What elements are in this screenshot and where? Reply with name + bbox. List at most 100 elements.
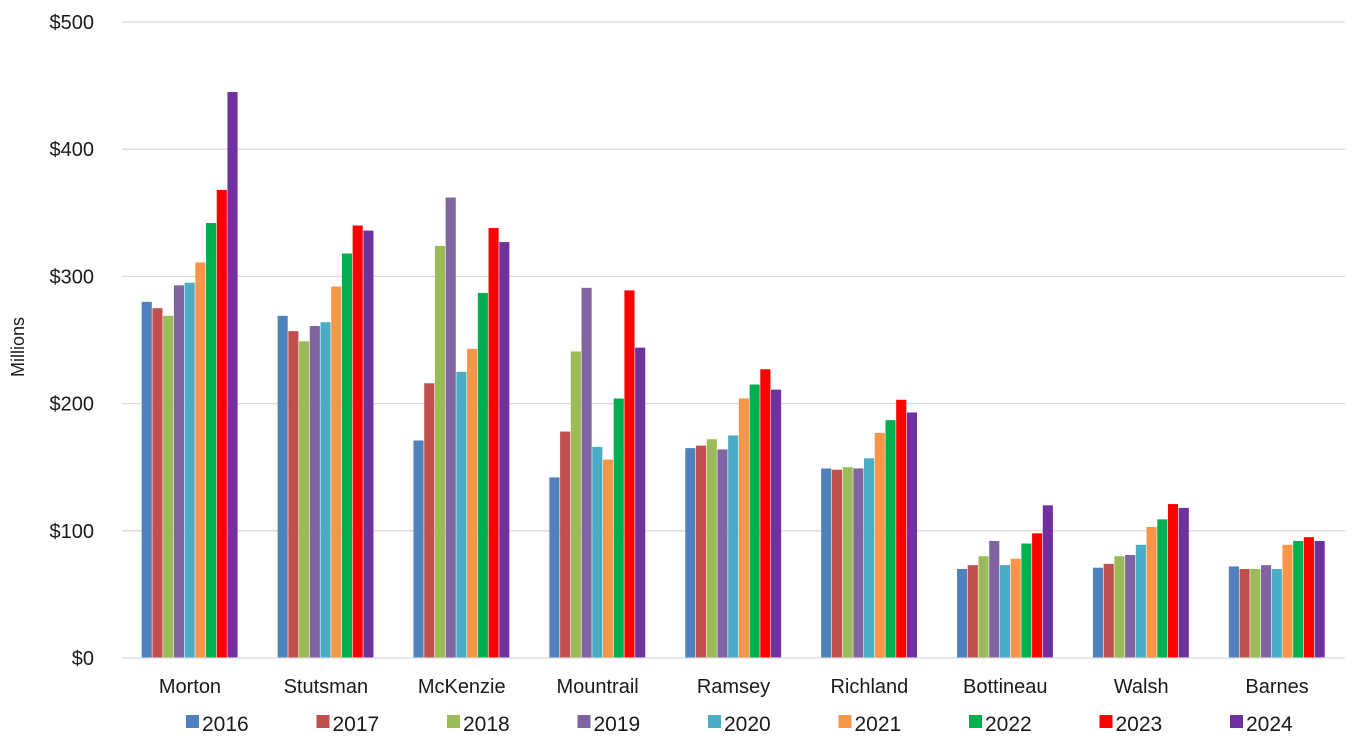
bars [141,91,1325,659]
category-label: Barnes [1245,676,1308,698]
bar [581,287,592,658]
bar [749,384,760,658]
y-axis-ticks: $0 $100 $200 $300 $400 $500 [50,12,95,670]
bar [906,412,918,658]
bar [1114,556,1125,658]
bar [184,282,195,658]
bar [1314,540,1325,658]
bar [885,420,896,658]
bar [957,568,968,658]
legend: 2016 2017 2018 2019 2020 2021 2022 2023 2024 [186,713,1293,736]
bar [1157,519,1168,658]
legend-swatch [708,715,721,728]
category-label: Stutsman [284,676,368,698]
bar [896,399,907,658]
bar [771,389,782,658]
legend-swatch [838,715,852,728]
bar [1303,537,1314,658]
bar [1125,554,1136,658]
bar [309,326,320,658]
bar [288,331,299,658]
legend-label: 2020 [724,713,771,736]
bar [413,440,424,658]
bar [1010,558,1021,658]
legend-swatch [186,715,199,728]
legend-label: 2016 [202,713,249,736]
bar [728,435,739,658]
bar [685,448,696,658]
bar [1021,543,1032,658]
bar [560,431,571,658]
category-label: McKenzie [418,676,506,698]
bar [434,245,446,658]
bar [978,556,989,658]
bar [299,341,310,658]
y-tick-label: $400 [50,139,95,161]
bar [1032,533,1043,658]
bar [352,225,363,658]
bar [227,91,238,658]
legend-label: 2021 [855,713,902,736]
bar [874,432,885,658]
legend-swatch [969,715,982,728]
bar [206,222,217,659]
bar [341,253,353,658]
bar [195,262,206,658]
legend-label: 2024 [1246,713,1293,736]
bar [1282,544,1293,658]
bar [853,468,864,658]
bar [613,398,624,658]
y-tick-label: $500 [50,12,95,34]
legend-swatch [1230,715,1243,728]
bar [1250,568,1261,658]
category-label: Richland [830,676,908,698]
bar [320,322,331,658]
legend-swatch [316,715,330,728]
bar [445,197,456,659]
bar [1293,540,1304,658]
bar [216,189,227,658]
category-label: Bottineau [963,676,1048,698]
legend-label: 2018 [463,713,510,736]
bar [477,292,488,658]
bar [635,347,646,658]
bar [1167,504,1179,658]
legend-label: 2017 [333,713,380,736]
bar [467,348,478,658]
bar [1146,526,1157,658]
bar [499,242,510,658]
bar [1042,505,1053,658]
category-labels: Morton Stutsman McKenzie Mountrail Ramsey Ric… [159,676,1309,698]
legend-label: 2023 [1116,713,1163,736]
bar [706,439,717,658]
category-label: Morton [159,676,221,698]
bar [363,230,374,659]
bar [163,315,174,658]
bar [1228,566,1239,658]
bar [1271,568,1282,658]
y-tick-label: $200 [50,394,95,416]
bar [1135,544,1146,658]
bar [717,449,728,658]
y-tick-label: $100 [50,521,95,543]
legend-swatch [447,715,460,728]
y-axis-label: Millions [8,317,28,377]
bar [1103,563,1114,658]
bar [456,371,467,658]
bar [1092,567,1104,658]
bar [967,565,978,658]
bar [989,540,1000,658]
bar [760,369,771,658]
category-label: Ramsey [697,676,770,698]
bar [624,290,635,658]
legend-swatch [1099,715,1113,728]
bar [549,477,560,658]
y-tick-label: $0 [72,648,94,670]
legend-label: 2019 [594,713,641,736]
category-label: Mountrail [556,676,638,698]
bar [331,286,342,658]
bar [570,351,581,658]
bar [602,459,614,658]
bar [488,228,499,658]
